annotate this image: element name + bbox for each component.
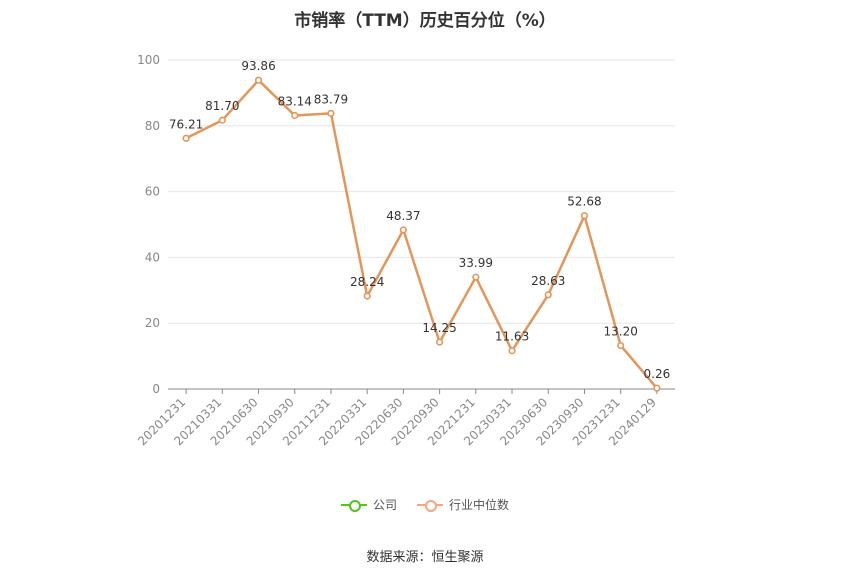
data-source: 数据来源：恒生聚源 bbox=[366, 550, 484, 565]
data-label: 83.14 bbox=[278, 94, 312, 108]
data-label: 83.79 bbox=[314, 92, 348, 106]
data-point bbox=[472, 273, 480, 281]
legend-item-industry[interactable]: 行业中位数 bbox=[417, 496, 509, 513]
y-tick-label: 80 bbox=[145, 119, 160, 133]
data-label: 14.25 bbox=[422, 321, 456, 335]
data-label: 28.63 bbox=[531, 274, 565, 288]
y-tick-label: 0 bbox=[152, 382, 160, 396]
legend-marker-industry-icon bbox=[417, 498, 443, 512]
data-label: 52.68 bbox=[567, 195, 601, 209]
data-label: 48.37 bbox=[386, 209, 420, 223]
series-line bbox=[185, 78, 658, 389]
data-point bbox=[653, 384, 661, 392]
y-tick-label: 100 bbox=[137, 53, 160, 67]
data-point bbox=[327, 109, 335, 117]
legend-marker-company-icon bbox=[340, 498, 367, 512]
data-point bbox=[436, 338, 444, 346]
data-label: 11.63 bbox=[495, 330, 529, 344]
data-label: 81.70 bbox=[205, 99, 239, 113]
y-tick-label: 40 bbox=[145, 250, 160, 264]
data-label: 76.21 bbox=[169, 117, 203, 131]
legend: 公司 行业中位数 bbox=[0, 496, 850, 513]
data-label: 93.86 bbox=[241, 59, 275, 73]
line-chart: 0204060801002020123120210331202106302021… bbox=[135, 53, 675, 448]
data-point bbox=[508, 347, 516, 355]
data-point bbox=[617, 341, 625, 350]
data-point bbox=[580, 212, 589, 220]
legend-item-company[interactable]: 公司 bbox=[340, 496, 397, 513]
data-label: 13.20 bbox=[603, 325, 637, 339]
data-point bbox=[218, 116, 226, 124]
legend-label-company: 公司 bbox=[372, 498, 397, 512]
chart-title: 市销率（TTM）历史百分位（%） bbox=[294, 11, 556, 31]
data-label: 28.24 bbox=[350, 275, 384, 289]
y-tick-label: 20 bbox=[145, 316, 160, 330]
legend-label-industry: 行业中位数 bbox=[449, 498, 510, 512]
data-point bbox=[291, 111, 299, 120]
data-label: 0.26 bbox=[644, 367, 671, 381]
data-point bbox=[399, 226, 407, 234]
data-label: 33.99 bbox=[459, 256, 493, 270]
data-point bbox=[544, 291, 552, 299]
data-point bbox=[363, 292, 371, 300]
data-point bbox=[182, 134, 190, 142]
y-tick-label: 60 bbox=[145, 185, 160, 199]
data-point bbox=[254, 76, 263, 84]
